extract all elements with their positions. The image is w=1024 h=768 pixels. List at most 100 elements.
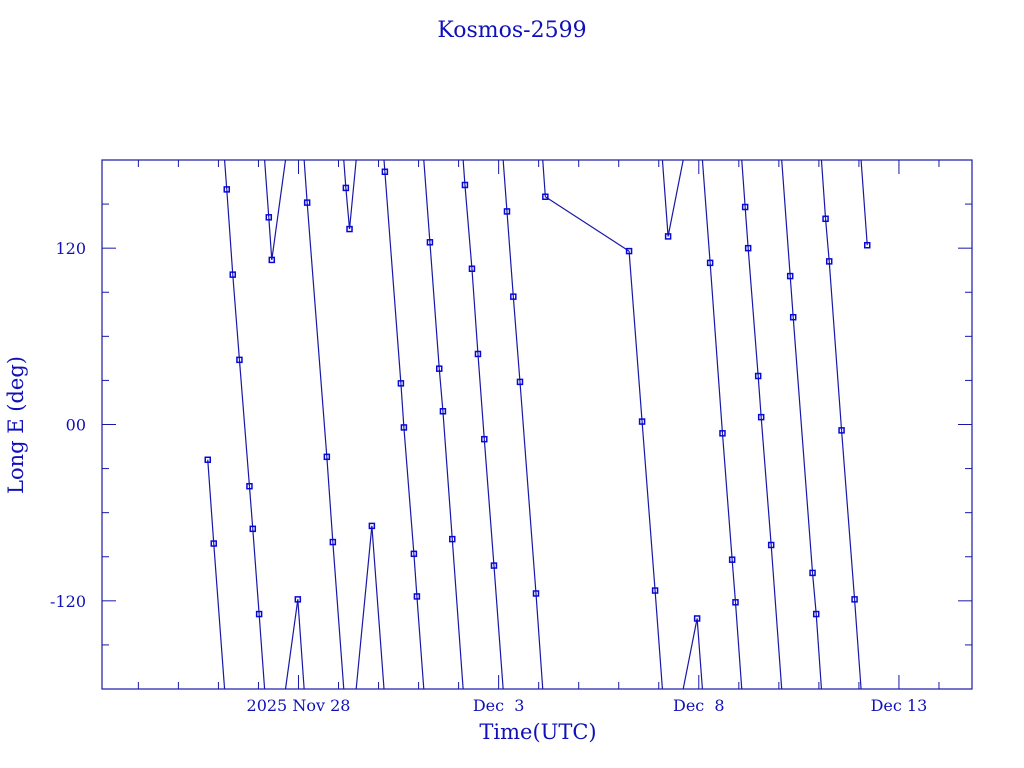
series-segment <box>731 559 737 603</box>
data-point-marker <box>426 239 434 246</box>
series-segment <box>820 159 827 219</box>
series-segment <box>667 159 684 237</box>
data-point-marker <box>381 168 389 176</box>
data-point-marker <box>812 610 820 618</box>
series-segment <box>271 159 287 261</box>
data-point-marker <box>481 435 488 443</box>
series-segment <box>297 599 305 690</box>
data-point-marker <box>346 225 353 233</box>
data-point-marker <box>719 430 726 437</box>
data-point-marker <box>838 427 845 434</box>
data-point-marker <box>249 525 257 533</box>
data-point-marker <box>693 615 701 622</box>
series-segment <box>734 602 743 690</box>
series-segment <box>542 159 546 197</box>
series-segment <box>232 274 241 360</box>
data-point-marker <box>510 293 517 300</box>
data-point-marker <box>439 408 447 415</box>
series-segment <box>770 544 783 690</box>
series-segment <box>502 159 508 212</box>
series-segment <box>371 525 385 690</box>
data-point-marker <box>741 203 749 211</box>
series-segment <box>483 439 495 566</box>
data-point-marker <box>767 541 775 549</box>
series-segment <box>709 262 724 434</box>
data-point-marker <box>786 272 794 280</box>
series-segment <box>519 381 537 594</box>
series-segment <box>535 593 544 690</box>
y-axis-label: Long E (deg) <box>4 356 28 494</box>
series-segment <box>332 542 345 690</box>
series-segment <box>306 202 328 457</box>
series-segment <box>471 268 479 355</box>
series-segment <box>303 159 308 203</box>
data-point-marker <box>368 522 376 530</box>
x-tick-label: Dec 13 <box>871 696 928 715</box>
data-point-marker <box>204 456 211 464</box>
data-point-marker <box>410 550 418 558</box>
data-point-marker <box>449 535 456 543</box>
data-point-marker <box>397 380 405 387</box>
series-segment <box>760 417 772 546</box>
series-segment <box>757 375 762 418</box>
y-tick-label: 00 <box>66 416 86 435</box>
data-point-marker <box>789 313 797 321</box>
data-point-marker <box>542 193 549 200</box>
series-segment <box>477 353 485 440</box>
series-segment <box>258 614 266 690</box>
data-point-marker <box>223 186 231 193</box>
series-segment <box>416 596 425 690</box>
series-segment <box>744 206 749 249</box>
y-tick-label: 120 <box>55 239 86 258</box>
series-segment <box>423 159 431 243</box>
chart-title: Kosmos-2599 <box>437 18 586 43</box>
series-line <box>207 159 868 690</box>
series-segment <box>238 359 251 487</box>
series-segment <box>252 528 260 615</box>
series-segment <box>264 159 270 218</box>
data-point-marker <box>516 378 524 386</box>
series-segment <box>462 159 466 186</box>
series-segment <box>226 189 234 275</box>
y-tick-label: -120 <box>50 592 86 611</box>
data-point-marker <box>236 356 243 364</box>
series-segment <box>682 618 698 690</box>
series-segment <box>355 525 373 690</box>
series-segment <box>545 196 630 252</box>
series-segment <box>860 159 868 246</box>
data-point-marker <box>851 596 858 603</box>
series-segment <box>792 317 814 573</box>
data-point-marker <box>822 215 829 223</box>
series-segment <box>403 427 415 554</box>
series-segment <box>628 251 643 422</box>
series-segment <box>824 218 830 262</box>
data-point-marker <box>229 271 237 278</box>
series-segment <box>284 599 299 690</box>
data-point-marker <box>342 184 350 192</box>
series-segment <box>721 433 733 560</box>
series-segment <box>326 456 334 543</box>
data-point-marker <box>744 244 752 252</box>
data-point-marker <box>474 350 482 358</box>
data-point-marker <box>625 247 633 255</box>
x-tick-label: Dec 3 <box>473 696 525 715</box>
series-segment <box>840 430 856 600</box>
series-segment <box>493 565 504 690</box>
plot-frame <box>101 159 973 690</box>
data-point-marker <box>461 181 469 189</box>
series-segment <box>701 159 711 263</box>
data-point-marker <box>757 413 765 421</box>
series-segment <box>207 459 215 544</box>
series-segment <box>781 159 791 277</box>
series-segment <box>747 248 759 377</box>
data-point-marker <box>413 593 421 600</box>
series-segment <box>661 159 669 237</box>
data-point-marker <box>303 199 311 206</box>
data-point-marker <box>268 256 276 264</box>
series-segment <box>442 411 453 540</box>
x-tick-label: 2025 Nov 28 <box>247 696 351 715</box>
data-point-marker <box>246 482 253 490</box>
series-segment <box>828 261 843 431</box>
series-segment <box>223 159 228 190</box>
